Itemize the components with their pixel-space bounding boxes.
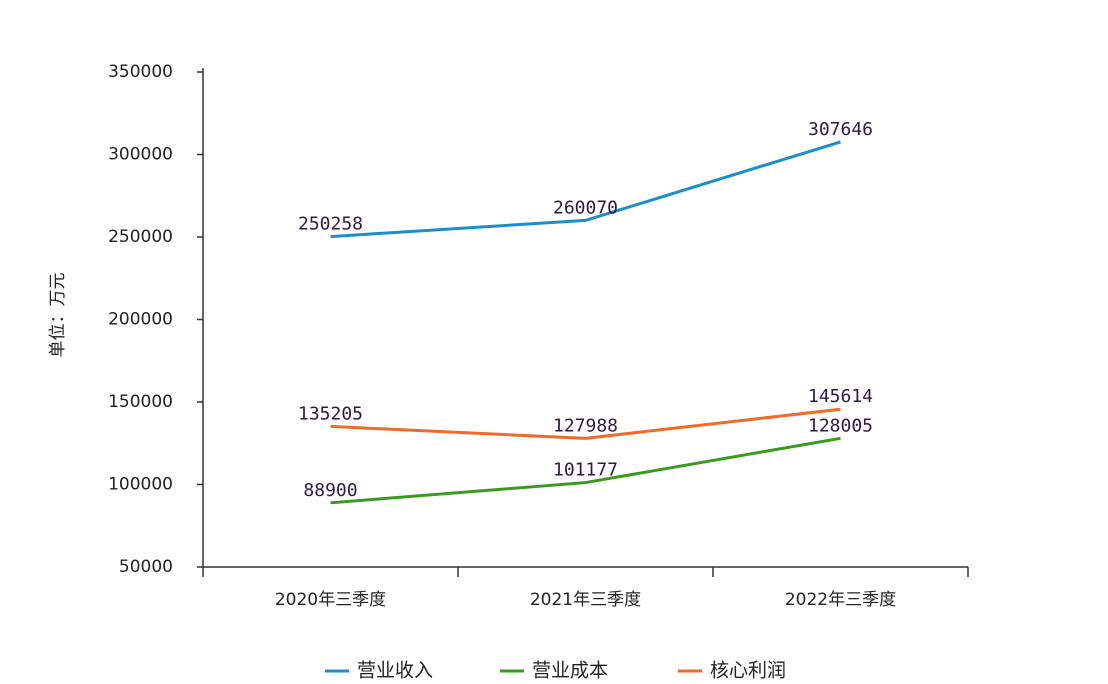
x-tick-label: 2020年三季度 <box>275 590 386 610</box>
y-tick-label: 50000 <box>119 557 173 577</box>
series-line <box>330 436 841 505</box>
series-line <box>330 140 841 239</box>
y-tick-label: 350000 <box>108 62 173 82</box>
data-label: 250258 <box>298 214 363 235</box>
x-tick-label: 2021年三季度 <box>530 590 641 610</box>
data-label: 145614 <box>808 386 873 407</box>
data-label: 127988 <box>553 415 618 436</box>
data-label: 260070 <box>553 197 618 218</box>
x-tick-label: 2022年三季度 <box>785 590 896 610</box>
data-label: 128005 <box>808 415 873 436</box>
y-tick-label: 100000 <box>108 475 173 495</box>
series-line <box>330 407 841 440</box>
y-tick-label: 200000 <box>108 310 173 330</box>
y-tick-label: 250000 <box>108 227 173 247</box>
data-label: 88900 <box>303 480 357 501</box>
y-axis-label: 单位：万元 <box>48 273 68 358</box>
data-label: 135205 <box>298 403 363 424</box>
data-label: 307646 <box>808 119 873 140</box>
legend-label: 核心利润 <box>710 660 786 682</box>
legend-label: 营业收入 <box>357 660 433 682</box>
legend-label: 营业成本 <box>532 660 608 682</box>
y-tick-label: 150000 <box>108 392 173 412</box>
y-tick-label: 300000 <box>108 145 173 165</box>
data-label: 101177 <box>553 460 618 481</box>
